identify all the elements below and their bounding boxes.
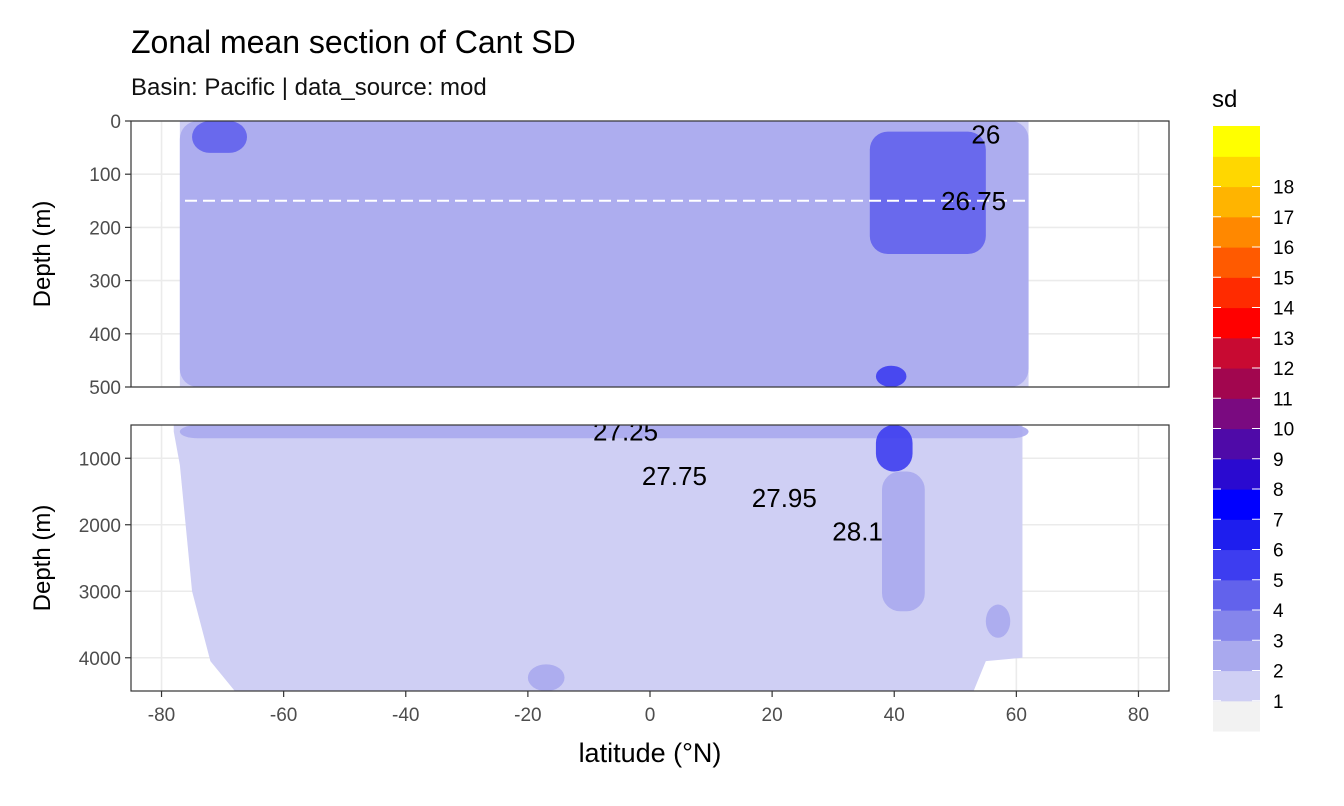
y-tick-label: 100 bbox=[89, 165, 121, 186]
y-axis-title: Depth (m) bbox=[29, 505, 56, 612]
x-axis-title: latitude (°N) bbox=[579, 738, 722, 768]
y-tick-label: 0 bbox=[110, 112, 121, 133]
sd-region bbox=[192, 121, 248, 153]
x-axis: -80 -60 -40 -20 0 20 40 60 80 latitude (°N) bbox=[148, 691, 1149, 768]
x-tick-label: 60 bbox=[1006, 705, 1027, 726]
legend-label: 7 bbox=[1273, 510, 1284, 531]
legend-label: 13 bbox=[1273, 329, 1294, 350]
legend-swatch bbox=[1213, 156, 1260, 188]
y-tick-label: 3000 bbox=[79, 582, 121, 603]
legend-swatch bbox=[1213, 368, 1260, 399]
legend-swatch bbox=[1213, 579, 1260, 611]
chart-title: Zonal mean section of Cant SD bbox=[131, 24, 576, 60]
contour-label: 27.75 bbox=[642, 461, 707, 491]
legend-swatch bbox=[1213, 700, 1260, 732]
x-tick-label: 80 bbox=[1128, 705, 1149, 726]
legend-label: 10 bbox=[1273, 420, 1294, 441]
contour-label: 27.25 bbox=[593, 417, 658, 447]
legend-label: 1 bbox=[1273, 692, 1284, 713]
panels-layer: 26 26.75 27.25 27.75 27.95 28.1 bbox=[130, 119, 1170, 692]
y-tick-label: 1000 bbox=[79, 449, 121, 470]
legend-label: 9 bbox=[1273, 450, 1284, 471]
legend-swatch bbox=[1213, 428, 1260, 460]
x-tick-label: -40 bbox=[392, 705, 419, 726]
legend-label: 5 bbox=[1273, 571, 1284, 592]
sd-region bbox=[869, 131, 986, 254]
y-tick-label: 500 bbox=[89, 378, 121, 399]
x-tick-label: 0 bbox=[645, 705, 656, 726]
sd-background-fill bbox=[173, 425, 1023, 691]
legend-swatch bbox=[1213, 247, 1260, 278]
sd-region bbox=[985, 604, 1011, 638]
legend-label: 2 bbox=[1273, 662, 1284, 683]
legend-label: 12 bbox=[1273, 359, 1294, 380]
legend-swatch bbox=[1213, 610, 1260, 641]
sd-region bbox=[179, 425, 1029, 439]
legend-swatch bbox=[1213, 549, 1260, 581]
x-tick-label: -60 bbox=[270, 705, 297, 726]
legend-label: 17 bbox=[1273, 208, 1294, 229]
legend-label: 4 bbox=[1273, 601, 1284, 622]
panel-border bbox=[130, 120, 1170, 388]
legend-swatch bbox=[1213, 519, 1260, 551]
legend-label: 11 bbox=[1273, 389, 1293, 410]
y-tick-label: 300 bbox=[89, 272, 121, 293]
y-tick-label: 200 bbox=[89, 218, 121, 239]
heatmap-body: 27.25 27.75 27.95 28.1 bbox=[173, 417, 1029, 691]
x-tick-label: -80 bbox=[148, 705, 175, 726]
sd-region bbox=[875, 365, 907, 387]
legend-label: 18 bbox=[1273, 178, 1294, 199]
x-tick-label: 20 bbox=[762, 705, 783, 726]
sd-region bbox=[875, 425, 913, 472]
legend-label: 6 bbox=[1273, 541, 1284, 562]
legend-title: sd bbox=[1212, 86, 1237, 113]
sd-region bbox=[882, 471, 925, 612]
y-tick-label: 4000 bbox=[79, 649, 121, 670]
legend-swatch bbox=[1213, 186, 1260, 218]
legend-swatch bbox=[1213, 126, 1260, 157]
legend-swatch bbox=[1213, 398, 1260, 430]
legend-swatch bbox=[1213, 458, 1260, 490]
heatmap-body: 26 26.75 bbox=[131, 119, 1169, 387]
sd-region bbox=[527, 664, 565, 691]
legend-swatch bbox=[1213, 337, 1260, 369]
legend-label: 8 bbox=[1273, 480, 1284, 501]
panel-1: 26 26.75 bbox=[130, 119, 1170, 388]
y-axis-2: 1000 2000 3000 4000 Depth (m) bbox=[29, 449, 131, 670]
y-tick-label: 2000 bbox=[79, 516, 121, 537]
legend-label: 14 bbox=[1273, 299, 1295, 320]
contour-label: 28.1 bbox=[832, 516, 883, 546]
legend-swatch bbox=[1213, 489, 1260, 520]
panel-2: 27.25 27.75 27.95 28.1 bbox=[130, 417, 1170, 692]
x-tick-label: -20 bbox=[514, 705, 541, 726]
x-tick-label: 40 bbox=[884, 705, 905, 726]
y-axis-title: Depth (m) bbox=[29, 201, 56, 308]
contour-label: 26 bbox=[971, 119, 1000, 149]
legend-swatch bbox=[1213, 307, 1260, 339]
y-axis-1: 0 100 200 300 400 500 Depth (m) bbox=[29, 112, 131, 399]
legend-swatch bbox=[1213, 216, 1260, 248]
contour-label: 26.75 bbox=[941, 186, 1006, 216]
sd-region bbox=[179, 121, 1029, 387]
chart-subtitle: Basin: Pacific | data_source: mod bbox=[131, 74, 487, 101]
legend-swatch bbox=[1213, 277, 1260, 309]
legend-swatch bbox=[1213, 670, 1260, 702]
contour-label: 27.95 bbox=[752, 483, 817, 513]
y-tick-label: 400 bbox=[89, 325, 121, 346]
legend-swatch bbox=[1213, 640, 1260, 672]
legend-label: 3 bbox=[1273, 631, 1284, 652]
legend-label: 15 bbox=[1273, 268, 1294, 289]
legend-label: 16 bbox=[1273, 238, 1294, 259]
